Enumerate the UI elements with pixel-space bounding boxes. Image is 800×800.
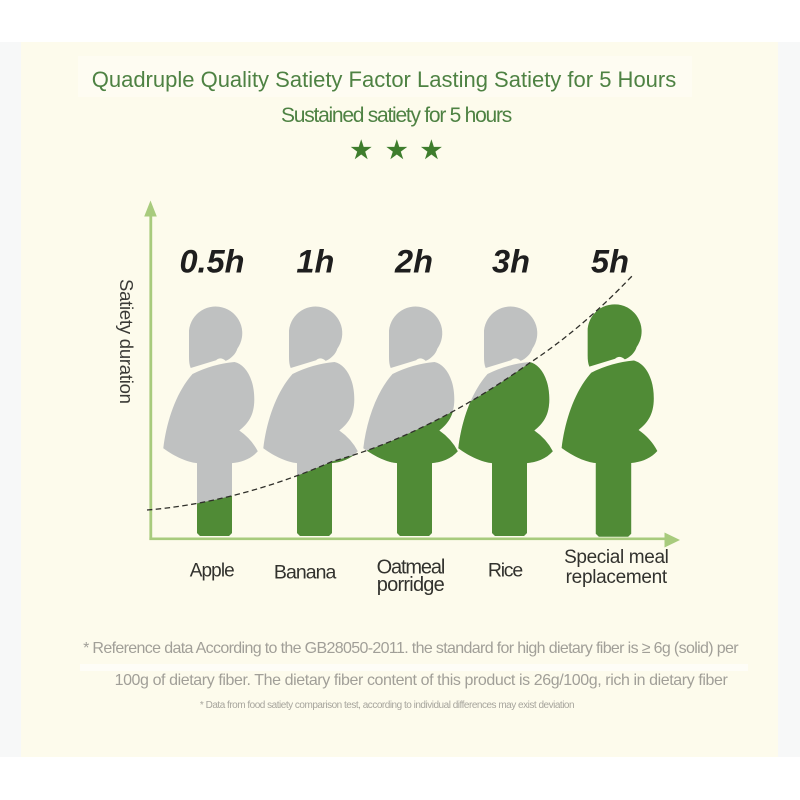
svg-text:2h: 2h <box>394 244 433 280</box>
svg-text:porridge: porridge <box>377 574 445 596</box>
svg-text:1h: 1h <box>296 244 334 280</box>
svg-text:Satiety duration: Satiety duration <box>116 279 137 404</box>
svg-text:5h: 5h <box>591 244 629 280</box>
svg-text:replacement: replacement <box>566 567 668 588</box>
svg-text:Rice: Rice <box>488 559 523 581</box>
svg-text:3h: 3h <box>492 244 530 280</box>
svg-text:0.5h: 0.5h <box>179 244 244 280</box>
svg-text:Special meal: Special meal <box>564 547 668 568</box>
svg-text:Oatmeal: Oatmeal <box>377 557 445 579</box>
svg-text:Banana: Banana <box>274 561 337 583</box>
svg-text:Apple: Apple <box>190 561 234 582</box>
